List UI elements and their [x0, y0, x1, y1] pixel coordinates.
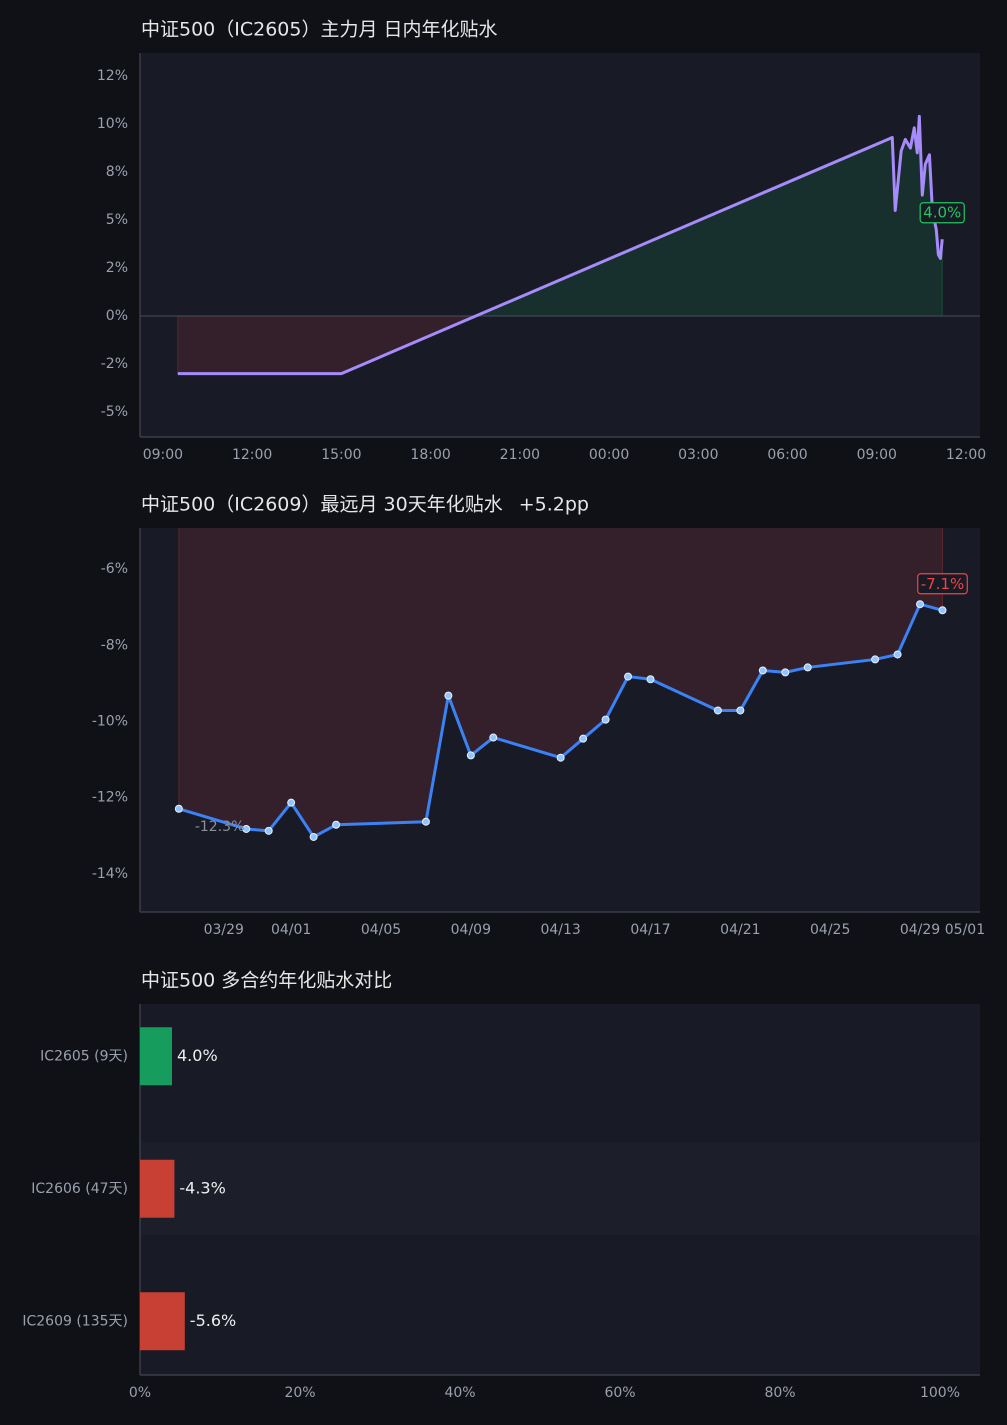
point	[938, 606, 947, 615]
x-tick-label: 12:00	[232, 447, 272, 463]
x-tick-label: 20%	[284, 1385, 315, 1401]
label-box	[919, 202, 965, 224]
point	[736, 706, 745, 715]
x-tick-label: 00:00	[589, 447, 629, 463]
x-tick-label: 12:00	[946, 447, 986, 463]
x-tick-label: 09:00	[143, 447, 183, 463]
y-tick-label: -8%	[101, 637, 128, 653]
point	[624, 672, 633, 681]
point	[803, 663, 812, 672]
line	[177, 114, 944, 376]
x-tick-label: 0%	[129, 1385, 151, 1401]
y-tick-label: -2%	[101, 356, 128, 372]
value-label: -5.6%	[190, 1311, 236, 1330]
y-tick-label: IC2605 (9天)	[40, 1048, 128, 1064]
point	[713, 706, 722, 715]
y-tick-label: 2%	[106, 260, 128, 276]
line	[178, 602, 943, 839]
x-tick-label: 04/29	[900, 922, 940, 938]
x-tick-label: 60%	[604, 1385, 635, 1401]
point	[871, 655, 880, 664]
x-tick-label: 04/17	[630, 922, 670, 938]
y-tick-label: -5%	[101, 404, 128, 420]
x-tick-label: 21:00	[500, 447, 540, 463]
x-tick-label: 04/05	[361, 922, 401, 938]
bar	[140, 1159, 175, 1218]
point	[646, 675, 655, 684]
point	[444, 691, 453, 700]
point	[332, 820, 341, 829]
point	[174, 804, 183, 813]
chart-change: +5.2pp	[519, 494, 589, 516]
point	[242, 824, 251, 833]
y-tick-label: -6%	[101, 561, 128, 577]
area	[177, 316, 943, 375]
value-label: -7.1%	[921, 575, 965, 593]
point	[556, 753, 565, 762]
value-label: -12.3%	[195, 819, 245, 835]
y-tick-label: IC2609 (135天)	[22, 1313, 128, 1329]
y-tick-label: -12%	[92, 790, 128, 806]
point	[601, 715, 610, 724]
point	[287, 798, 296, 807]
x-tick-label: 05/01	[945, 922, 985, 938]
x-tick-label: 18:00	[410, 447, 450, 463]
value-label: 4.0%	[177, 1046, 218, 1065]
plot-area	[140, 528, 980, 912]
chart-title: 中证500 多合约年化贴水对比	[141, 970, 392, 992]
point	[781, 668, 790, 677]
label-box	[917, 573, 968, 595]
point	[309, 832, 318, 841]
point	[916, 600, 925, 609]
y-tick-label: 0%	[106, 308, 128, 324]
x-tick-label: 03/29	[204, 922, 244, 938]
y-tick-label: 12%	[97, 68, 128, 84]
x-tick-label: 100%	[920, 1385, 960, 1401]
value-label: 4.0%	[923, 204, 961, 222]
row-band	[140, 1142, 980, 1235]
point	[758, 666, 767, 675]
point	[893, 650, 902, 659]
bar	[140, 1027, 172, 1086]
point	[579, 734, 588, 743]
chart-title: 中证500（IC2605）主力月 日内年化贴水	[141, 19, 498, 41]
y-tick-label: -14%	[92, 866, 128, 882]
x-tick-label: 80%	[764, 1385, 795, 1401]
x-tick-label: 04/09	[451, 922, 491, 938]
x-tick-label: 04/21	[720, 922, 760, 938]
bar	[140, 1292, 185, 1351]
y-tick-label: IC2606 (47天)	[31, 1181, 128, 1197]
x-tick-label: 15:00	[321, 447, 361, 463]
x-tick-label: 04/01	[271, 922, 311, 938]
x-tick-label: 09:00	[857, 447, 897, 463]
point	[421, 817, 430, 826]
x-tick-label: 03:00	[678, 447, 718, 463]
point	[264, 826, 273, 835]
x-tick-label: 40%	[444, 1385, 475, 1401]
x-tick-label: 04/13	[540, 922, 580, 938]
y-tick-label: 5%	[106, 212, 128, 228]
chart-title: 中证500（IC2609）最远月 30天年化贴水	[141, 494, 503, 516]
point	[489, 733, 498, 742]
point	[466, 751, 475, 760]
y-tick-label: -10%	[92, 714, 128, 730]
value-label: -4.3%	[179, 1178, 225, 1197]
y-tick-label: 8%	[106, 164, 128, 180]
x-tick-label: 06:00	[767, 447, 807, 463]
x-tick-label: 04/25	[810, 922, 850, 938]
y-tick-label: 10%	[97, 116, 128, 132]
